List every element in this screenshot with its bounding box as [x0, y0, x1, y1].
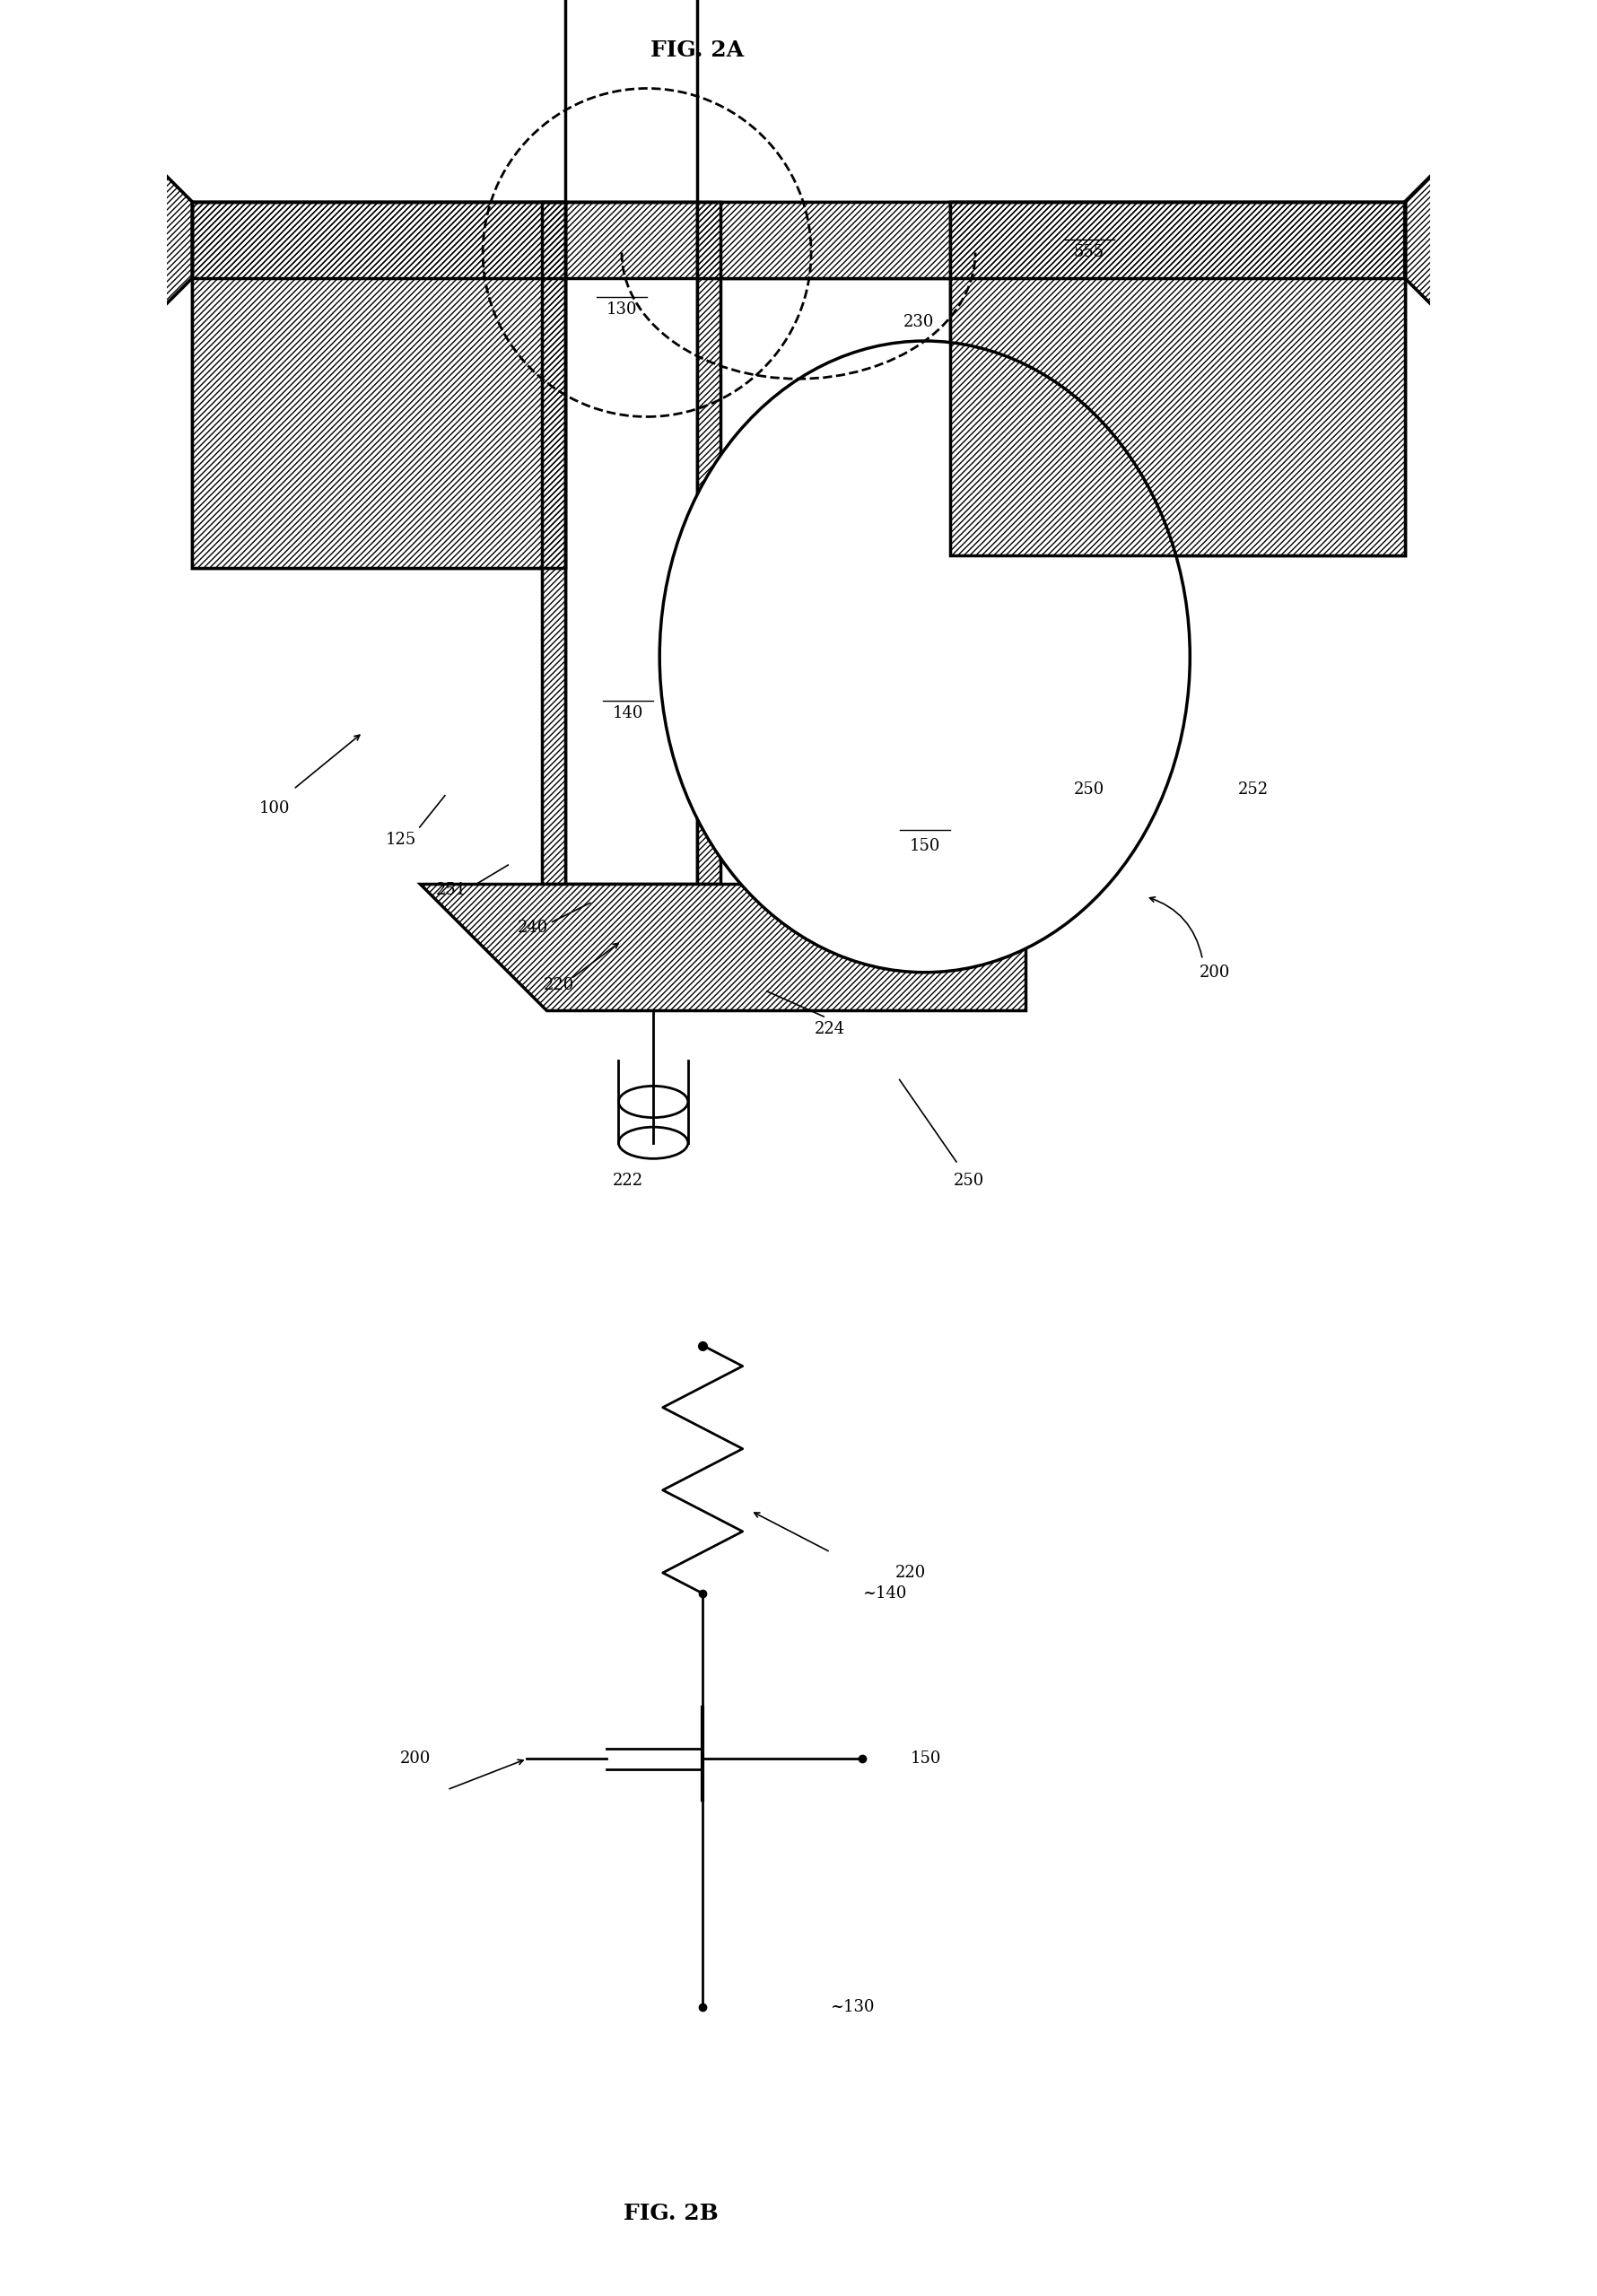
Text: 222: 222	[613, 1173, 644, 1189]
Text: 250: 250	[1073, 781, 1104, 797]
Ellipse shape	[618, 1127, 688, 1159]
Bar	[565, 0, 698, 202]
Polygon shape	[698, 202, 720, 884]
Bar	[565, 202, 698, 884]
Polygon shape	[192, 202, 565, 567]
Text: ~130: ~130	[830, 1998, 875, 2016]
Text: FIG. 2B: FIG. 2B	[623, 2202, 719, 2225]
Text: 130: 130	[607, 301, 637, 317]
Text: ~140: ~140	[862, 1584, 907, 1603]
Text: 125: 125	[385, 831, 417, 847]
Ellipse shape	[618, 1086, 688, 1118]
Text: 150: 150	[910, 1750, 941, 1768]
Text: 200: 200	[1199, 964, 1231, 980]
Text: 230: 230	[902, 315, 934, 331]
Text: 224: 224	[814, 1022, 845, 1038]
Text: 220: 220	[894, 1564, 926, 1582]
Text: 200: 200	[399, 1750, 431, 1768]
Text: 250: 250	[953, 1173, 984, 1189]
Polygon shape	[950, 202, 1405, 556]
Text: 251: 251	[436, 882, 466, 898]
Polygon shape	[192, 202, 1405, 278]
Text: 140: 140	[613, 705, 644, 721]
Ellipse shape	[660, 340, 1190, 974]
Text: 240: 240	[517, 921, 549, 937]
Polygon shape	[541, 202, 565, 884]
Text: 252: 252	[1238, 781, 1268, 797]
Text: 150: 150	[909, 838, 941, 854]
Polygon shape	[155, 163, 192, 317]
Polygon shape	[1405, 163, 1442, 317]
Text: 220: 220	[543, 976, 573, 994]
Text: FIG. 2A: FIG. 2A	[650, 39, 744, 62]
Text: 100: 100	[259, 799, 291, 817]
Text: 555: 555	[1073, 243, 1104, 262]
Polygon shape	[420, 884, 1025, 1010]
